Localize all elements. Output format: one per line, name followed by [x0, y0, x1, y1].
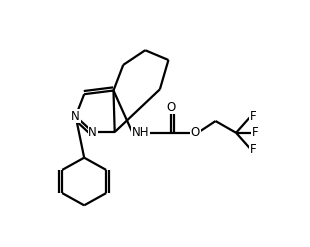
- Text: N: N: [88, 125, 97, 139]
- Text: O: O: [191, 126, 200, 139]
- Text: F: F: [249, 110, 256, 123]
- Text: NH: NH: [132, 126, 149, 139]
- Text: F: F: [252, 126, 259, 139]
- Text: F: F: [249, 143, 256, 156]
- Text: N: N: [71, 110, 80, 123]
- Text: O: O: [166, 101, 175, 114]
